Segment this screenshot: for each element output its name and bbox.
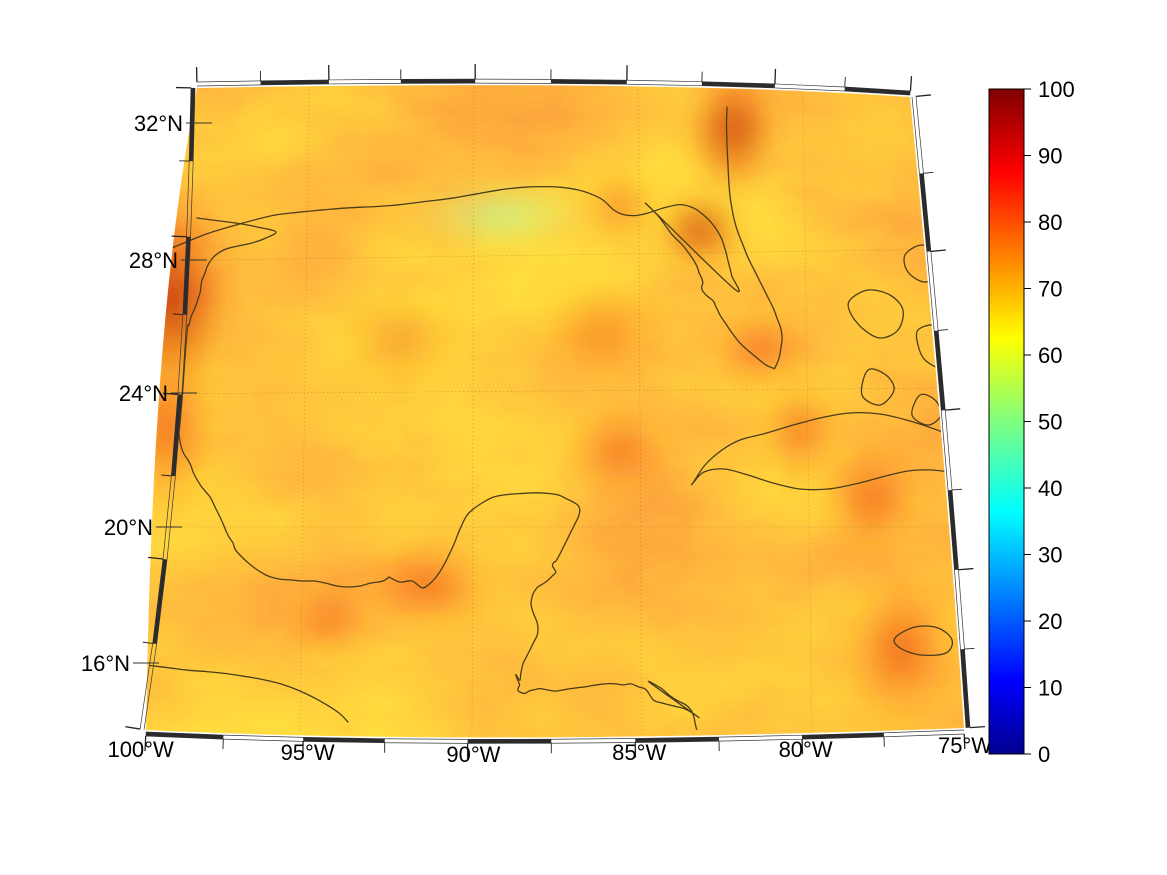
svg-text:75°W: 75°W: [938, 733, 992, 758]
svg-text:70: 70: [1038, 277, 1062, 302]
svg-text:30: 30: [1038, 543, 1062, 568]
svg-text:100°W: 100°W: [107, 737, 174, 762]
svg-text:20: 20: [1038, 609, 1062, 634]
svg-text:20°N: 20°N: [104, 515, 153, 540]
svg-text:40: 40: [1038, 476, 1062, 501]
svg-text:16°N: 16°N: [81, 651, 130, 676]
svg-text:32°N: 32°N: [134, 111, 183, 136]
svg-text:85°W: 85°W: [612, 740, 666, 765]
svg-text:90: 90: [1038, 144, 1062, 169]
svg-text:90°W: 90°W: [446, 742, 500, 767]
svg-text:24°N: 24°N: [119, 381, 168, 406]
svg-text:80: 80: [1038, 210, 1062, 235]
svg-text:28°N: 28°N: [129, 248, 178, 273]
svg-text:60: 60: [1038, 343, 1062, 368]
svg-text:100: 100: [1038, 77, 1075, 102]
svg-text:0: 0: [1038, 742, 1050, 767]
svg-text:95°W: 95°W: [281, 740, 335, 765]
svg-text:80°W: 80°W: [779, 737, 833, 762]
svg-text:10: 10: [1038, 676, 1062, 701]
svg-text:50: 50: [1038, 410, 1062, 435]
